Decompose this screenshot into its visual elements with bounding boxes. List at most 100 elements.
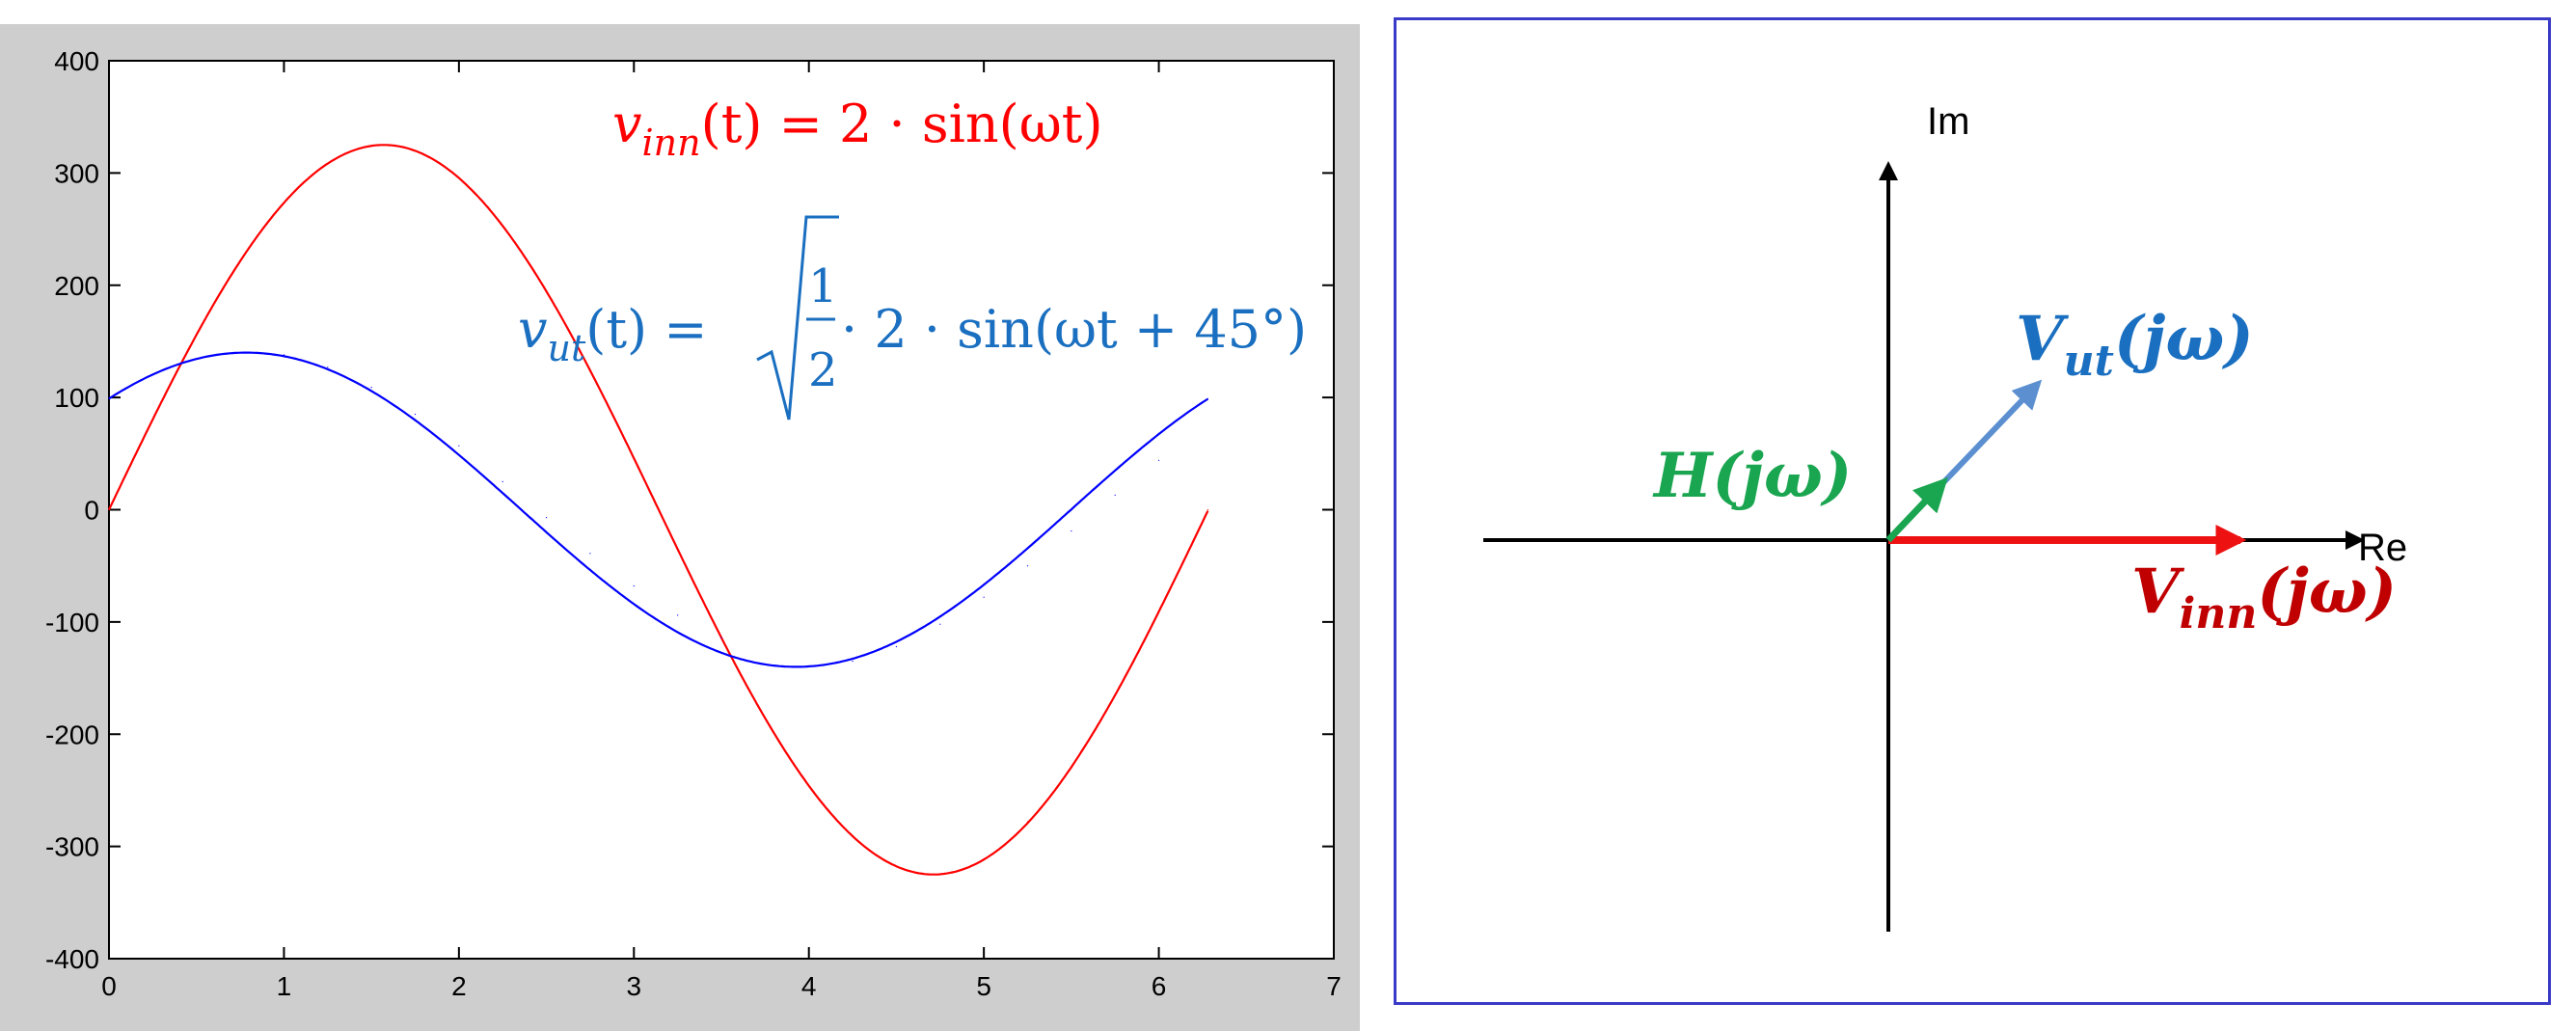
series-0-point <box>932 874 935 876</box>
vut-equation: vut(t) = 1 2 · 2 · sin(ωt + 45°) <box>518 215 1307 421</box>
series-0-point <box>370 145 372 148</box>
series-1-point <box>545 517 548 519</box>
series-1-point <box>796 665 798 668</box>
y-tick-label: 200 <box>54 271 99 301</box>
series-1-point <box>589 553 591 555</box>
series-1-point <box>458 445 460 447</box>
y-tick-label: 0 <box>84 496 99 526</box>
series-0-point <box>327 163 329 165</box>
series-layer <box>108 144 1209 876</box>
series-1-point <box>939 623 941 625</box>
h-arrow <box>1885 476 1948 543</box>
series-0-point <box>239 259 241 261</box>
phasor-diagram-frame: Im Re H(jω) Vut(jω) Vinn(jω) <box>1394 17 2551 1005</box>
vut-eq-subscript: ut <box>548 327 586 369</box>
series-line-1 <box>108 351 1208 668</box>
series-0-point <box>545 291 548 293</box>
h-label: H(jω) <box>1652 440 1852 512</box>
series-1-point <box>1207 397 1208 399</box>
x-tick-label: 5 <box>976 971 991 1001</box>
series-1-point <box>983 596 985 598</box>
x-tick-label: 2 <box>451 971 467 1001</box>
plot-area <box>108 60 1335 960</box>
series-1-point <box>1114 494 1116 496</box>
series-line-0 <box>108 144 1209 876</box>
vut-eq-rhs: · 2 · sin(ωt + 45°) <box>841 299 1307 360</box>
x-tick-label: 4 <box>801 971 817 1001</box>
y-tick-label: 400 <box>54 46 99 76</box>
svg-text:vut(t) =: vut(t) = <box>518 299 708 369</box>
vut-label: Vut(jω) <box>2016 303 2254 386</box>
series-0-point <box>633 457 635 459</box>
vut-eq-lhs: (t) = <box>585 299 707 360</box>
series-1-point <box>245 351 248 354</box>
time-plot: 400 300 200 100 0 -100 -200 -300 -400 0 1 2 3 4 5 6 7 v… <box>45 46 1342 1001</box>
y-tick-label: -400 <box>45 944 99 974</box>
x-tick-label: 7 <box>1326 971 1342 1001</box>
frac-denominator: 2 <box>808 343 838 397</box>
series-0-point <box>1157 610 1160 613</box>
frac-numerator: 1 <box>808 259 838 313</box>
x-tick-label: 0 <box>101 971 117 1001</box>
series-0-point <box>983 857 985 860</box>
series-1-point <box>283 354 285 356</box>
series-0-point <box>458 176 460 178</box>
vin-eq-subscript: inn <box>642 122 701 164</box>
series-0-point <box>1207 508 1208 511</box>
series-0-point <box>151 419 153 421</box>
series-0-point <box>1026 821 1029 823</box>
real-axis-label: Re <box>2358 527 2407 569</box>
vin-eq-rest: (t) = 2 · sin(ωt) <box>701 94 1103 154</box>
series-1-point <box>370 387 372 389</box>
vinn-label-rest: (jω) <box>2257 556 2397 628</box>
series-0-point <box>1114 693 1116 696</box>
vut-label-sub: ut <box>2064 337 2114 386</box>
series-1-point <box>196 358 198 361</box>
phasor-diagram: Im Re H(jω) Vut(jω) Vinn(jω) <box>1483 100 2407 932</box>
series-1-point <box>108 397 110 399</box>
series-1-point <box>633 585 635 587</box>
y-tick-label: -300 <box>45 832 99 862</box>
series-1-point <box>1026 565 1029 567</box>
series-1-point <box>895 645 898 648</box>
y-tick-label: 300 <box>54 158 99 188</box>
series-0-point <box>108 508 110 511</box>
vut-label-rest: (jω) <box>2114 303 2254 375</box>
vin-eq-symbol: v <box>612 94 642 154</box>
series-0-point <box>658 508 660 511</box>
series-1-point <box>414 413 417 416</box>
series-1-point <box>1157 459 1160 461</box>
series-0-point <box>414 149 417 151</box>
sqrt-sign <box>756 215 839 421</box>
series-0-point <box>196 334 198 336</box>
series-1-point <box>502 480 503 483</box>
x-tick-label: 6 <box>1152 971 1167 1001</box>
y-tick-label: -100 <box>45 608 99 638</box>
vut-label-main: V <box>2016 303 2070 375</box>
series-0-point <box>764 718 766 719</box>
vinn-label-sub: inn <box>2180 589 2258 638</box>
vin-equation: vinn(t) = 2 · sin(ωt) <box>612 94 1103 164</box>
h-label-rest: (jω) <box>1712 440 1852 512</box>
vinn-label: Vinn(jω) <box>2131 556 2397 638</box>
series-0-point <box>895 865 898 868</box>
series-0-point <box>589 369 591 371</box>
series-0-point <box>852 835 854 837</box>
x-tick-label: 1 <box>277 971 292 1001</box>
time-plot-panel: 400 300 200 100 0 -100 -200 -300 -400 0 1 2 3 4 5 6 7 v… <box>0 24 1360 1031</box>
series-1-point <box>327 366 329 368</box>
series-1-point <box>151 374 153 376</box>
y-axis-ticks: 400 300 200 100 0 -100 -200 -300 -400 <box>45 46 1334 974</box>
series-0-point <box>677 548 679 550</box>
imaginary-axis-label: Im <box>1927 100 1969 143</box>
series-1-point <box>852 661 854 663</box>
series-1-point <box>677 614 679 616</box>
x-axis-ticks: 0 1 2 3 4 5 6 7 <box>101 61 1342 1001</box>
series-0-point <box>383 144 385 146</box>
h-label-main: H <box>1652 440 1715 512</box>
x-tick-label: 3 <box>626 971 641 1001</box>
vinn-label-main: V <box>2131 556 2185 628</box>
vut-eq-symbol: v <box>518 299 548 360</box>
y-tick-label: -200 <box>45 719 99 749</box>
series-0-point <box>808 785 810 787</box>
